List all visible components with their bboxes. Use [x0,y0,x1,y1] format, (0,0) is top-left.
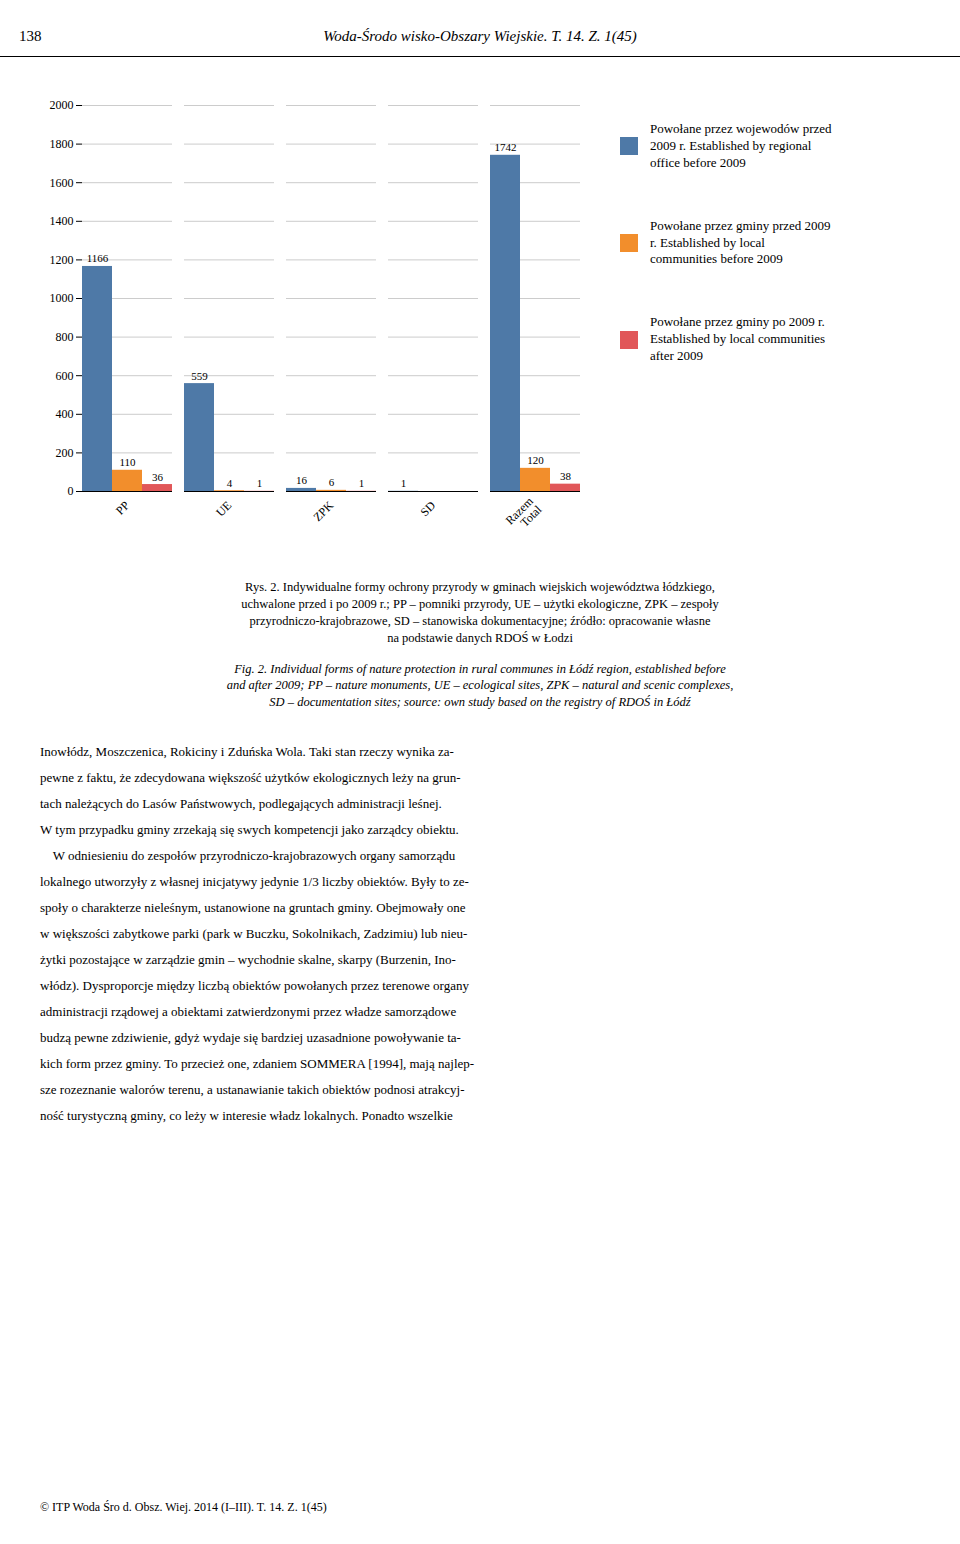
html-text:administracji rządowej a obiek: administracji rządowej a obiektami zatwi… [40,1004,457,1020]
html-text:Rys. 2. Indywidualne formy och: Rys. 2. Indywidualne formy ochrony przyr… [241,580,719,645]
html-text:sze rozeznanie walorów terenu,: sze rozeznanie walorów terenu, a ustanaw… [40,1082,465,1098]
svg-text:600: 600 [56,369,74,383]
svg-text:400: 400 [56,407,74,421]
svg-text:2000: 2000 [50,98,74,112]
html-text:Powołane przez gminy przed 200: Powołane przez gminy przed 2009 r. Estab… [650,217,831,267]
svg-text:UE: UE [213,498,234,519]
svg-text:1: 1 [359,477,365,489]
html-text:138: 138 [19,28,42,44]
svg-text:1: 1 [257,477,263,489]
html-text:pewne z faktu, że zdecydowana: pewne z faktu, że zdecydowana większość … [40,770,461,786]
svg-text:36: 36 [152,471,164,483]
svg-text:1400: 1400 [50,214,74,228]
svg-text:6: 6 [329,476,335,488]
html-text:Inowłódz, Moszczenica, Rokicin: Inowłódz, Moszczenica, Rokiciny i Zduńsk… [40,744,454,760]
svg-text:800: 800 [56,330,74,344]
html-text:kich form przez gminy. To prze: kich form przez gminy. To przecież one, … [40,1056,475,1072]
html-text:Fig. 2. Individual forms of na: Fig. 2. Individual forms of nature prote… [226,661,734,710]
html-text:Woda-Środo wisko-Obszary Wiejs: Woda-Środo wisko-Obszary Wiejskie. T. 14… [323,28,637,44]
html-text:© ITP Woda Śro d. Obsz. Wiej.: © ITP Woda Śro d. Obsz. Wiej. 2014 (I–II… [40,1500,327,1514]
html-text:tach należących do Lasów Państ: tach należących do Lasów Państwowych, po… [40,796,442,812]
html-text:społy o charakterze nieleśnym,: społy o charakterze nieleśnym, ustanowio… [40,900,466,916]
html-text:żytki pozostające w zarządzie: żytki pozostające w zarządzie gmin – wyc… [40,952,456,968]
svg-text:4: 4 [227,477,233,489]
svg-text:SD: SD [418,498,439,519]
svg-text:1200: 1200 [50,253,74,267]
html-text:włódz). Dysproporcje między li: włódz). Dysproporcje między liczbą obiek… [40,978,469,994]
html-text:budzą pewne zdziwienie, gdyż w: budzą pewne zdziwienie, gdyż wydaje się … [40,1030,461,1046]
svg-text:ZPK: ZPK [310,498,336,524]
html-text:W tym przypadku gminy zrzekają: W tym przypadku gminy zrzekają się swych… [40,822,459,838]
html-text:lokalnego utworzyły z własnej: lokalnego utworzyły z własnej inicjatywy… [40,874,469,890]
svg-text:1800: 1800 [50,137,74,151]
svg-text:PP: PP [113,498,133,518]
svg-text:1: 1 [401,477,407,489]
html-text:W odniesieniu do zespołów przy: W odniesieniu do zespołów przyrodniczo-k… [40,848,456,864]
svg-text:1000: 1000 [50,291,74,305]
html-text:Powołane przez wojewodów przed: Powołane przez wojewodów przed 2009 r. E… [650,121,832,170]
svg-text:200: 200 [56,446,74,460]
html-text:Powołane przez gminy po 2009 r: Powołane przez gminy po 2009 r. Establis… [650,314,826,364]
svg-text:110: 110 [119,456,136,468]
svg-text:559: 559 [191,370,208,382]
svg-text:1600: 1600 [50,176,74,190]
svg-text:0: 0 [68,484,74,498]
svg-text:RazemTotal: RazemTotal [503,494,545,536]
svg-text:1166: 1166 [87,252,109,264]
svg-text:1742: 1742 [495,141,517,153]
svg-text:120: 120 [527,454,544,466]
svg-text:38: 38 [560,470,572,482]
svg-text:16: 16 [296,474,308,486]
html-text:w większości zabytkowe parki (: w większości zabytkowe parki (park w Buc… [40,926,468,942]
html-text:ność turystyczną gminy, co leż: ność turystyczną gminy, co leży w intere… [40,1108,453,1124]
